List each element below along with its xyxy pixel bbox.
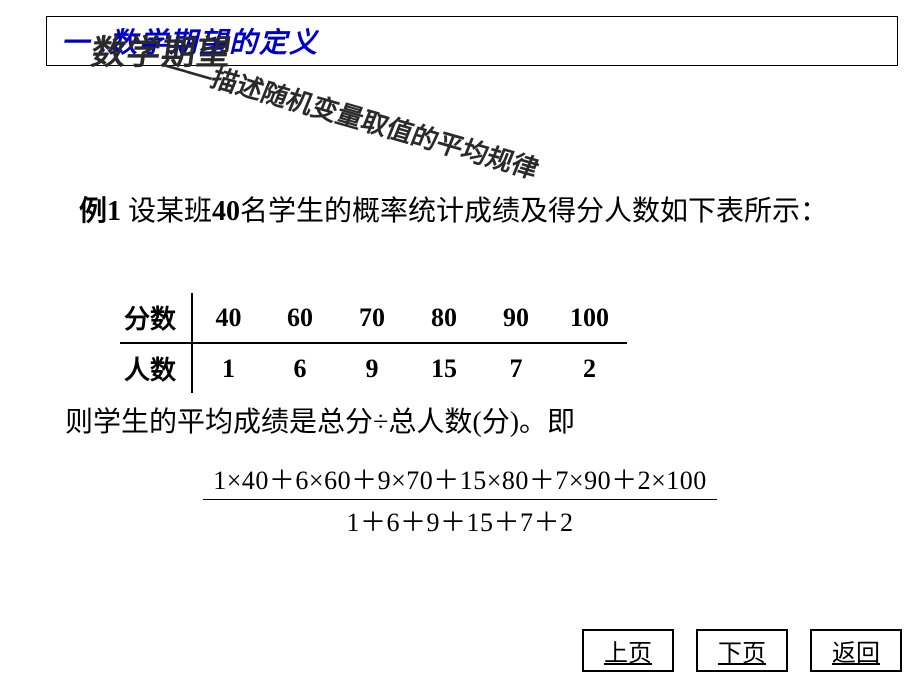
count-cell: 15 <box>408 343 480 393</box>
example-body-suffix: 名学生的概率统计成绩及得分人数如下表所示： <box>240 196 828 227</box>
formula-denominator: 1＋6＋9＋15＋7＋2 <box>203 500 716 539</box>
score-cell: 80 <box>408 293 480 343</box>
fraction-formula: 1×40＋6×60＋9×70＋15×80＋7×90＋2×100 1＋6＋9＋15… <box>203 460 716 539</box>
example-body-prefix: 设某班 <box>121 196 212 227</box>
score-cell: 90 <box>480 293 552 343</box>
table-row-scores: 分数 40 60 70 80 90 100 <box>120 293 627 343</box>
back-button[interactable]: 返回 <box>810 629 902 672</box>
nav-button-group: 上页 下页 返回 <box>582 629 902 672</box>
formula-numerator: 1×40＋6×60＋9×70＋15×80＋7×90＋2×100 <box>203 460 716 500</box>
score-cell: 40 <box>192 293 264 343</box>
formula-container: 1×40＋6×60＋9×70＋15×80＋7×90＋2×100 1＋6＋9＋15… <box>0 460 920 539</box>
count-cell: 2 <box>552 343 627 393</box>
count-cell: 9 <box>336 343 408 393</box>
example-count: 40 <box>212 196 240 227</box>
next-button[interactable]: 下页 <box>696 629 788 672</box>
example-paragraph: 例1 设某班40名学生的概率统计成绩及得分人数如下表所示： <box>79 192 859 233</box>
result-sentence: 则学生的平均成绩是总分÷总人数(分)。即 <box>65 400 575 440</box>
count-cell: 6 <box>264 343 336 393</box>
score-cell: 100 <box>552 293 627 343</box>
row-label-count: 人数 <box>120 343 192 393</box>
count-cell: 7 <box>480 343 552 393</box>
score-cell: 60 <box>264 293 336 343</box>
example-label: 例1 <box>79 196 121 227</box>
score-cell: 70 <box>336 293 408 343</box>
row-label-score: 分数 <box>120 293 192 343</box>
prev-button[interactable]: 上页 <box>582 629 674 672</box>
count-cell: 1 <box>192 343 264 393</box>
score-table: 分数 40 60 70 80 90 100 人数 1 6 9 15 7 2 <box>120 293 627 393</box>
table-row-counts: 人数 1 6 9 15 7 2 <box>120 343 627 393</box>
